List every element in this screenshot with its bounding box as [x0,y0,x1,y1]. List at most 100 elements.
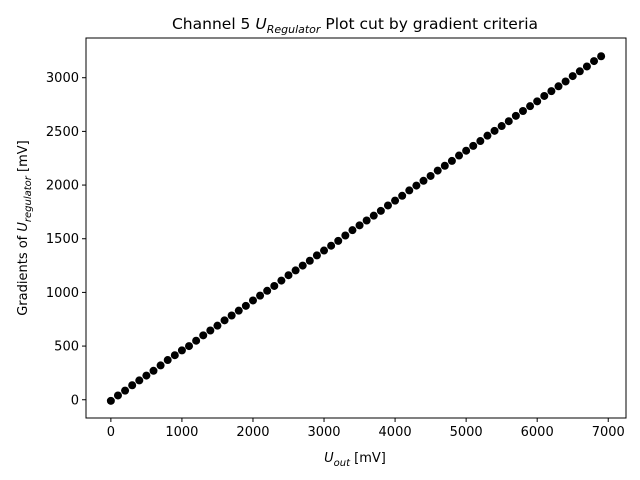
x-tick-label: 1000 [165,425,198,440]
data-point [291,266,300,275]
chart-title-suffix: Plot cut by gradient criteria [320,15,538,33]
chart-title: Channel 5 URegulator Plot cut by gradien… [172,15,538,36]
data-point [177,346,186,355]
data-point [334,236,343,245]
y-axis-label-symbol: U [16,222,31,232]
data-point [220,316,229,325]
data-point [575,67,584,76]
data-point [398,191,407,200]
data-point [426,171,435,180]
data-point [135,376,144,385]
data-point [462,146,471,155]
data-point [305,256,314,265]
data-point [483,131,492,140]
data-point [590,57,599,66]
data-point [312,251,321,260]
x-tick-label: 0 [107,425,115,440]
data-point [234,306,243,315]
chart-title-symbol: U [255,15,267,33]
data-point [241,301,250,310]
x-tick-label: 4000 [379,425,412,440]
data-point [341,231,350,240]
data-point [497,122,506,131]
data-point [355,221,364,230]
x-tick-label: 7000 [592,425,625,440]
data-point [533,97,542,106]
x-tick-label: 6000 [521,425,554,440]
x-axis-label-symbol: U [324,451,334,466]
y-axis-label: Gradients of Uregulator [mV] [16,140,34,316]
y-tick-label: 500 [54,340,79,355]
y-tick-label: 1000 [46,286,79,301]
data-point [369,211,378,220]
chart-title-prefix: Channel 5 [172,15,255,33]
y-tick-label: 2000 [46,179,79,194]
data-point [561,77,570,86]
data-points-layer [106,52,606,405]
x-axis-label-suffix: [mV] [350,451,386,466]
x-axis-label-subscript: out [334,458,351,469]
data-point [277,276,286,285]
x-axis-label: Uout [mV] [324,451,386,469]
data-point [270,281,279,290]
data-point [298,261,307,270]
data-point [206,326,215,335]
data-point [227,311,236,320]
y-axis-label-suffix: [mV] [16,140,31,176]
data-point [405,186,414,195]
data-point [320,246,329,255]
data-point [526,102,535,111]
data-point [362,216,371,225]
x-tick-label: 2000 [236,425,269,440]
data-point [597,52,606,61]
y-tick-label: 0 [71,393,79,408]
data-point [263,286,272,295]
data-point [518,106,527,115]
data-point [547,87,556,96]
data-point [199,331,208,340]
data-point [383,201,392,210]
data-point [440,161,449,170]
x-tick-label: 5000 [450,425,483,440]
data-point [128,381,137,390]
data-point [192,336,201,345]
data-point [568,72,577,81]
data-point [156,361,165,370]
data-point [149,366,158,375]
y-axis-label-prefix: Gradients of [16,232,31,316]
data-point [284,271,293,280]
data-point [554,82,563,91]
data-point [256,291,265,300]
data-point [376,206,385,215]
data-point [106,396,115,405]
data-point [185,342,194,351]
data-point [455,151,464,160]
data-point [170,351,179,360]
y-tick-label: 3000 [46,71,79,86]
data-point [476,137,485,146]
data-point [419,176,428,185]
y-tick-label: 2500 [46,125,79,140]
y-axis-label-subscript: regulator [23,175,34,222]
y-tick-label: 1500 [46,232,79,247]
data-point [469,141,478,150]
data-point [248,296,257,305]
x-tick-label: 3000 [307,425,340,440]
data-point [412,181,421,190]
data-point [348,226,357,235]
data-point [391,196,400,205]
ticks-layer: 0 1000 2000 3000 4000 5000 6000 7000 0 500 1000 150… [46,71,625,440]
data-point [490,126,499,135]
data-point [504,117,513,126]
data-point [163,356,172,365]
data-point [213,321,222,330]
plot-frame [85,37,627,419]
data-point [540,91,549,100]
chart-title-subscript: Regulator [267,23,322,36]
data-point [511,111,520,120]
data-point [582,62,591,71]
data-point [447,156,456,165]
data-point [433,166,442,175]
